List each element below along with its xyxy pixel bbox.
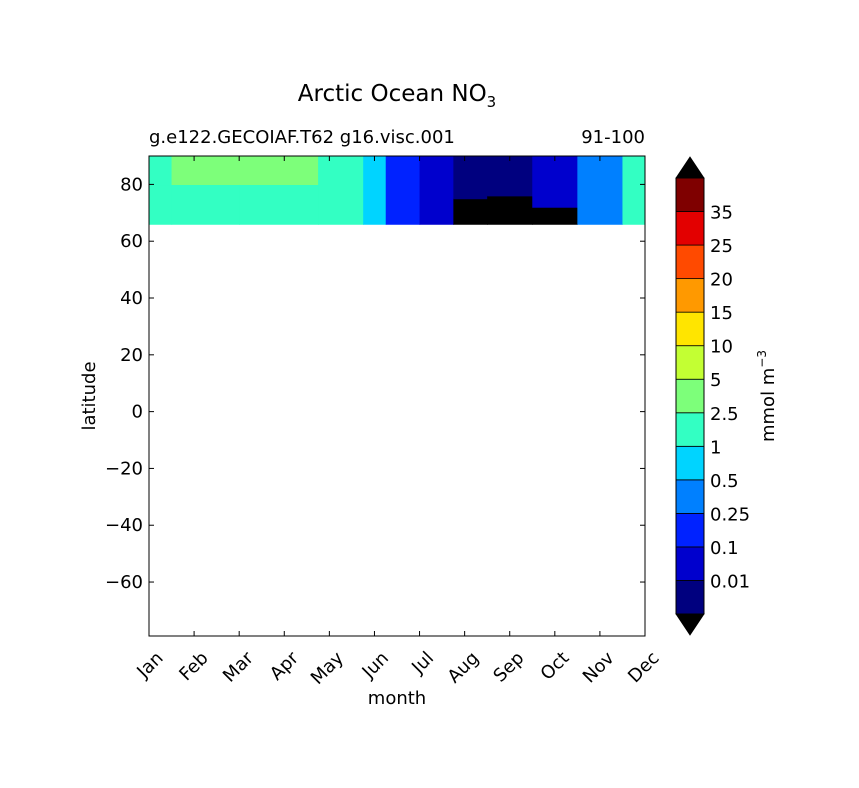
colorbar-tick-label: 20 [710,270,733,291]
colorbar-segment [675,378,705,414]
chart-title-subscript: 3 [487,93,497,111]
field-cell [419,156,454,225]
field-cell [577,156,624,225]
field-cell [318,156,364,225]
colorbar-over-arrow [675,156,705,179]
colorbar-tick-label: 0.5 [710,471,739,492]
nitrate-field [149,156,645,225]
colorbar-tick-label: 10 [710,337,733,358]
y-tick-label: −40 [105,515,143,536]
x-tick-label: Jul [407,648,438,679]
plot-background [149,156,645,636]
x-tick-label: Mar [219,647,258,686]
colorbar-segment [675,412,705,447]
colorbar-segment [675,445,705,481]
x-tick-label: Oct [537,648,574,685]
colorbar-label: mmol m−3 [755,350,779,442]
x-tick-label: Jan [132,648,167,683]
colorbar-segment [675,345,705,380]
colorbar-segment [675,244,705,280]
colorbar-segment [675,580,705,615]
x-tick-label: Apr [266,647,303,684]
plot-frame [148,155,646,637]
subtitle-right: 91-100 [581,127,645,148]
colorbar-tick-label: 35 [710,203,733,224]
field-cell [453,156,488,200]
colorbar-frame [675,177,705,615]
field-cell [171,156,240,186]
x-tick-label: May [307,647,348,688]
x-tick-label: Jun [358,648,393,683]
colorbar-segment [675,512,705,548]
field-cell [385,156,421,225]
x-axis-label: month [368,688,426,709]
colorbar-segment [675,479,705,514]
field-cell [532,156,578,208]
x-tick-label: Nov [579,647,619,687]
colorbar-tick-label: 1 [710,437,721,458]
colorbar-segment [675,211,705,246]
field-cell [453,198,488,225]
subtitle-left: g.e122.GECOIAF.T62 g16.visc.001 [149,127,455,148]
colorbar-segment [675,177,705,212]
colorbar-tick-label: 15 [710,303,733,324]
x-tick-label: Dec [624,648,663,687]
y-tick-label: −60 [105,572,143,593]
field-cell [149,184,173,225]
colorbar-segment [675,546,705,581]
colorbar-tick-label: 0.1 [710,538,739,559]
field-cell [239,184,319,225]
x-tick-label: Feb [175,648,212,685]
y-tick-label: 60 [120,231,143,252]
x-tick-label: Aug [444,648,484,688]
colorbar-tick-label: 5 [710,370,721,391]
field-cell [487,156,533,197]
field-cell [363,156,387,225]
field-cell [149,156,173,186]
field-cell [532,207,578,225]
field-cell [171,184,240,225]
field-cell [487,195,533,225]
colorbar-tick-label: 0.01 [710,571,750,592]
chart-title: Arctic Ocean NO3 [298,81,496,111]
y-axis-label: latitude [79,361,100,430]
y-tick-label: 0 [132,402,143,423]
colorbar-tick-label: 25 [710,236,733,257]
colorbar-label-superscript: −3 [755,350,769,368]
y-tick-label: −20 [105,458,143,479]
y-axis: 80 60 40 20 0 −20 −40 −60 [105,174,645,593]
colorbar-segment [675,278,705,313]
y-tick-label: 80 [120,174,143,195]
field-cell [622,156,645,225]
colorbar-tick-label: 0.25 [710,504,750,525]
y-tick-label: 20 [120,345,143,366]
colorbar: 0.01 0.1 0.25 0.5 1 2.5 5 10 15 20 25 35 [675,156,750,636]
colorbar-under-arrow [675,613,705,636]
colorbar-segment [675,311,705,347]
y-tick-label: 40 [120,288,143,309]
x-tick-label: Sep [489,648,528,687]
colorbar-tick-label: 2.5 [710,404,739,425]
field-cell [239,156,319,186]
